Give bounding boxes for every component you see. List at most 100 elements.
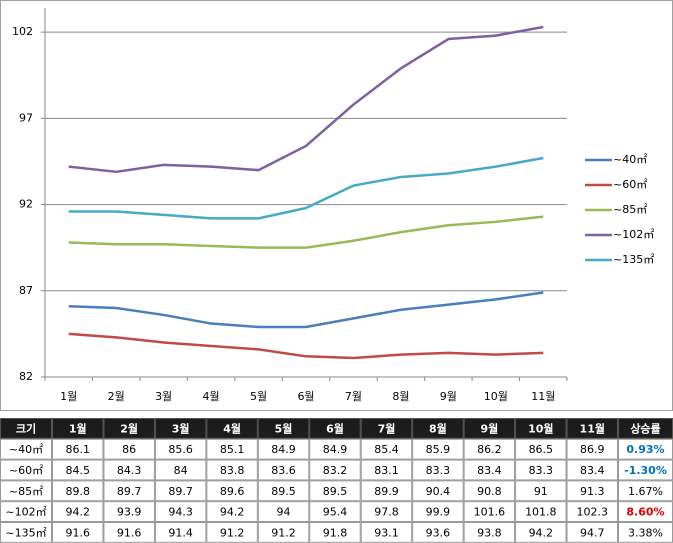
value-cell: 93.9 [117,506,142,519]
table-cell [206,459,258,481]
table-cell [0,459,52,481]
value-cell: 86.5 [529,443,554,456]
header-text: 10월 [528,421,553,435]
row-label: ~40㎡ [9,443,43,456]
table-cell [309,459,361,481]
value-cell: 90.4 [426,485,451,498]
y-tick-label: 82 [19,370,33,383]
rate-cell: 3.38% [628,526,663,539]
table-cell [309,480,361,502]
value-cell: 84.3 [117,464,142,477]
table-cell [103,501,155,523]
table-cell [515,418,567,439]
value-cell: 91.3 [580,485,605,498]
value-cell: 94.2 [220,506,245,519]
table-cell [206,418,258,439]
table-cell [463,459,516,481]
table-cell [154,480,207,502]
header-text: 5월 [275,421,293,435]
value-cell: 94.2 [65,506,90,519]
value-cell: 86 [122,443,136,456]
table-cell [360,501,413,523]
series-line [68,332,544,360]
table-cell [309,501,361,523]
header-text: 6월 [326,421,344,435]
table-cell [0,480,52,502]
x-tick-label: 1월 [60,390,77,403]
value-cell: 89.9 [374,485,399,498]
table-cell [0,501,52,523]
x-tick-label: 8월 [392,390,409,403]
table-cell [463,501,516,523]
table-cell [360,438,413,460]
table-cell [52,438,104,460]
value-cell: 83.6 [271,464,296,477]
table-cell [360,418,413,439]
x-tick-label: 10월 [484,390,508,403]
table-cell [566,459,619,481]
value-cell: 83.1 [374,464,399,477]
legend-label: ~135㎡ [613,253,654,266]
value-cell: 83.3 [426,464,451,477]
value-cell: 91.6 [117,526,142,539]
table-cell [257,459,310,481]
table-cell [103,480,155,502]
table-cell [566,501,619,523]
value-cell: 101.8 [525,506,557,519]
value-cell: 89.8 [65,485,90,498]
table-cell [515,522,567,543]
table-cell [309,418,361,439]
table-cell [206,501,258,523]
table-cell [412,459,464,481]
table-cell [103,522,155,543]
value-cell: 94 [277,506,291,519]
table-cell [103,438,155,460]
value-cell: 83.3 [529,464,554,477]
value-cell: 89.5 [323,485,348,498]
table-cell [52,501,104,523]
header-text: 1월 [69,421,87,435]
value-cell: 99.9 [426,506,451,519]
table-cell [257,480,310,502]
chart-frame [0,0,673,411]
table-cell [463,480,516,502]
value-cell: 83.2 [323,464,348,477]
table-cell [360,522,413,543]
value-cell: 94.3 [168,506,193,519]
value-cell: 91.2 [271,526,296,539]
table-cell [154,522,207,543]
row-label: ~60㎡ [9,464,43,477]
table-cell [412,501,464,523]
table-cell [0,438,52,460]
x-tick-label: 11월 [531,390,555,403]
header-text: 상승률 [630,421,660,435]
value-cell: 86.2 [477,443,502,456]
rate-cell: 0.93% [626,443,664,456]
value-cell: 102.3 [577,506,609,519]
value-cell: 85.1 [220,443,245,456]
value-cell: 89.7 [117,485,142,498]
x-tick-label: 9월 [440,390,457,403]
table-cell [52,522,104,543]
table-cell [566,480,619,502]
y-tick-label: 92 [19,198,33,211]
value-cell: 84.5 [65,464,90,477]
table-cell [463,438,516,460]
table-cell [52,459,104,481]
value-cell: 94.2 [529,526,554,539]
table-cell [103,418,155,439]
table-cell [257,418,310,439]
table-cell [154,438,207,460]
rate-cell: -1.30% [624,464,667,477]
value-cell: 95.4 [323,506,348,519]
table-cell [257,438,310,460]
table-cell [206,480,258,502]
table-cell [515,459,567,481]
table-cell [0,522,52,543]
rate-cell: 1.67% [628,485,663,498]
table-cell [0,418,52,439]
legend-label: ~40㎡ [613,153,647,166]
value-cell: 86.1 [65,443,90,456]
table-cell [515,501,567,523]
